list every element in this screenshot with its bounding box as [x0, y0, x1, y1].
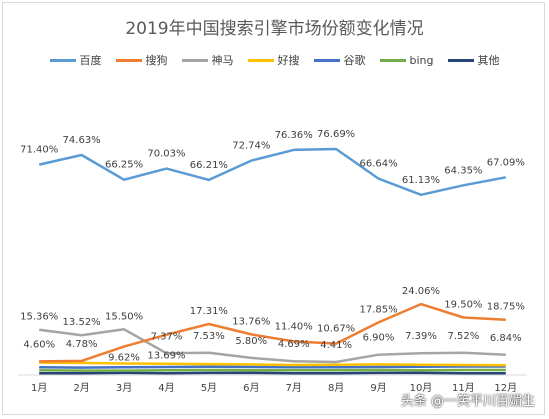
series-line	[39, 302, 506, 363]
data-label: 70.03%	[147, 149, 185, 160]
data-label: 76.36%	[275, 130, 313, 141]
data-label: 6.90%	[363, 333, 395, 344]
data-label: 64.35%	[444, 165, 482, 176]
data-label: 10.67%	[317, 324, 355, 335]
legend-swatch	[447, 58, 474, 62]
data-label: 67.09%	[487, 157, 525, 168]
data-label: 7.37%	[151, 331, 183, 342]
legend-label: 百度	[79, 54, 102, 67]
data-label: 72.74%	[232, 141, 270, 152]
watermark: 头条 @一笑平川百媚生	[400, 394, 535, 409]
data-label: 4.78%	[66, 339, 98, 350]
x-tick-label: 10月	[410, 382, 433, 394]
data-label: 7.52%	[447, 331, 479, 342]
x-tick-label: 4月	[158, 382, 174, 394]
series-line	[39, 361, 506, 367]
x-tick-label: 9月	[370, 382, 386, 394]
legend-swatch	[181, 58, 208, 62]
legend-label: 搜狗	[145, 54, 168, 67]
data-label: 74.63%	[63, 135, 101, 146]
data-label: 4.60%	[23, 339, 55, 350]
x-tick-label: 6月	[243, 382, 259, 394]
data-label: 13.69%	[147, 351, 185, 362]
data-label: 66.64%	[359, 159, 397, 170]
data-label: 13.76%	[232, 316, 270, 327]
data-label: 9.62%	[108, 353, 140, 364]
legend-label: 神马	[211, 54, 234, 67]
data-label: 19.50%	[444, 300, 482, 311]
data-label: 13.52%	[63, 317, 101, 328]
chart-legend: 百度 搜狗 神马 好搜 谷歌 bing 其他	[0, 52, 549, 68]
data-label: 17.31%	[190, 306, 228, 317]
x-tick-label: 5月	[201, 382, 217, 394]
data-label: 66.21%	[190, 160, 228, 171]
legend-item: 神马	[181, 52, 234, 68]
series-line	[39, 365, 506, 369]
data-label: 4.41%	[320, 340, 352, 351]
legend-swatch	[49, 58, 76, 62]
x-tick-label: 2月	[73, 382, 89, 394]
data-label: 7.39%	[405, 331, 437, 342]
x-tick-label: 3月	[116, 382, 132, 394]
data-label: 61.13%	[402, 175, 440, 186]
data-label: 66.25%	[105, 160, 143, 171]
legend-item: 谷歌	[313, 52, 366, 68]
data-label: 15.50%	[105, 311, 143, 322]
x-tick-label: 8月	[328, 382, 344, 394]
data-label: 15.36%	[20, 312, 58, 323]
data-label: 18.75%	[487, 302, 525, 313]
series-line	[38, 147, 507, 197]
data-label: 24.06%	[402, 286, 440, 297]
legend-swatch	[313, 58, 340, 62]
data-label: 11.40%	[275, 321, 313, 332]
chart-title: 2019年中国搜索引擎市场份额变化情况	[125, 19, 424, 39]
legend-label: bing	[409, 53, 434, 67]
legend-swatch	[379, 58, 406, 62]
data-label: 76.69%	[317, 129, 355, 140]
legend-swatch	[247, 58, 274, 62]
series-line	[39, 328, 506, 364]
x-tick-label: 1月	[31, 382, 47, 394]
x-tick-label: 12月	[494, 382, 517, 394]
legend-swatch	[115, 58, 142, 62]
series-line	[39, 368, 506, 372]
legend-item: 好搜	[247, 52, 300, 68]
x-tick-label: 7月	[286, 382, 302, 394]
legend-item: 搜狗	[115, 52, 168, 68]
data-label: 71.40%	[20, 145, 58, 156]
legend-item: 其他	[447, 52, 500, 68]
legend-label: 谷歌	[343, 54, 366, 67]
legend-item: bing	[379, 53, 434, 67]
data-label: 7.53%	[193, 331, 225, 342]
data-label: 4.69%	[278, 339, 310, 350]
data-label: 6.84%	[490, 333, 522, 344]
chart-frame	[2, 2, 545, 415]
legend-label: 其他	[477, 54, 500, 67]
x-tick-label: 11月	[452, 382, 475, 394]
legend-item: 百度	[49, 52, 102, 68]
data-label: 17.85%	[359, 304, 397, 315]
data-label: 5.80%	[235, 336, 267, 347]
legend-label: 好搜	[277, 54, 300, 67]
